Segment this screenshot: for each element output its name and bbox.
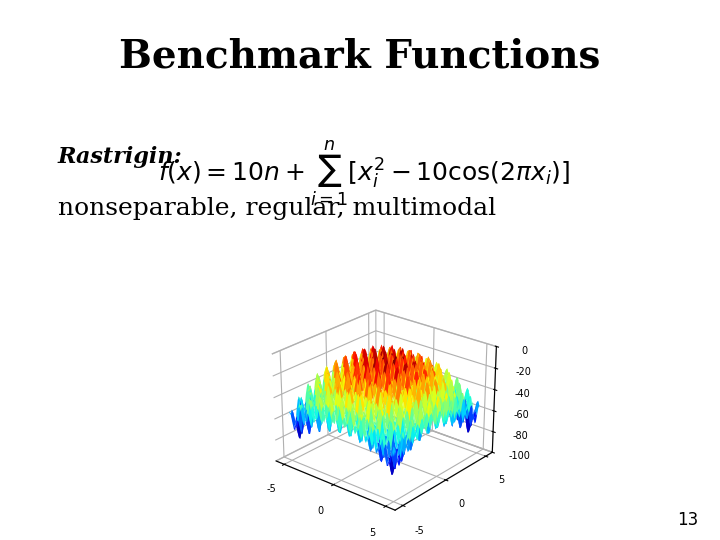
- Text: Rastrigin:: Rastrigin:: [58, 146, 182, 168]
- Text: 13: 13: [677, 511, 698, 529]
- Text: Benchmark Functions: Benchmark Functions: [120, 38, 600, 76]
- Text: $f(x) = 10n + \sum_{i=1}^{n}[x_i^2 - 10\cos(2\pi x_i)]$: $f(x) = 10n + \sum_{i=1}^{n}[x_i^2 - 10\…: [158, 138, 570, 207]
- Text: nonseparable, regular, multimodal: nonseparable, regular, multimodal: [58, 197, 496, 220]
